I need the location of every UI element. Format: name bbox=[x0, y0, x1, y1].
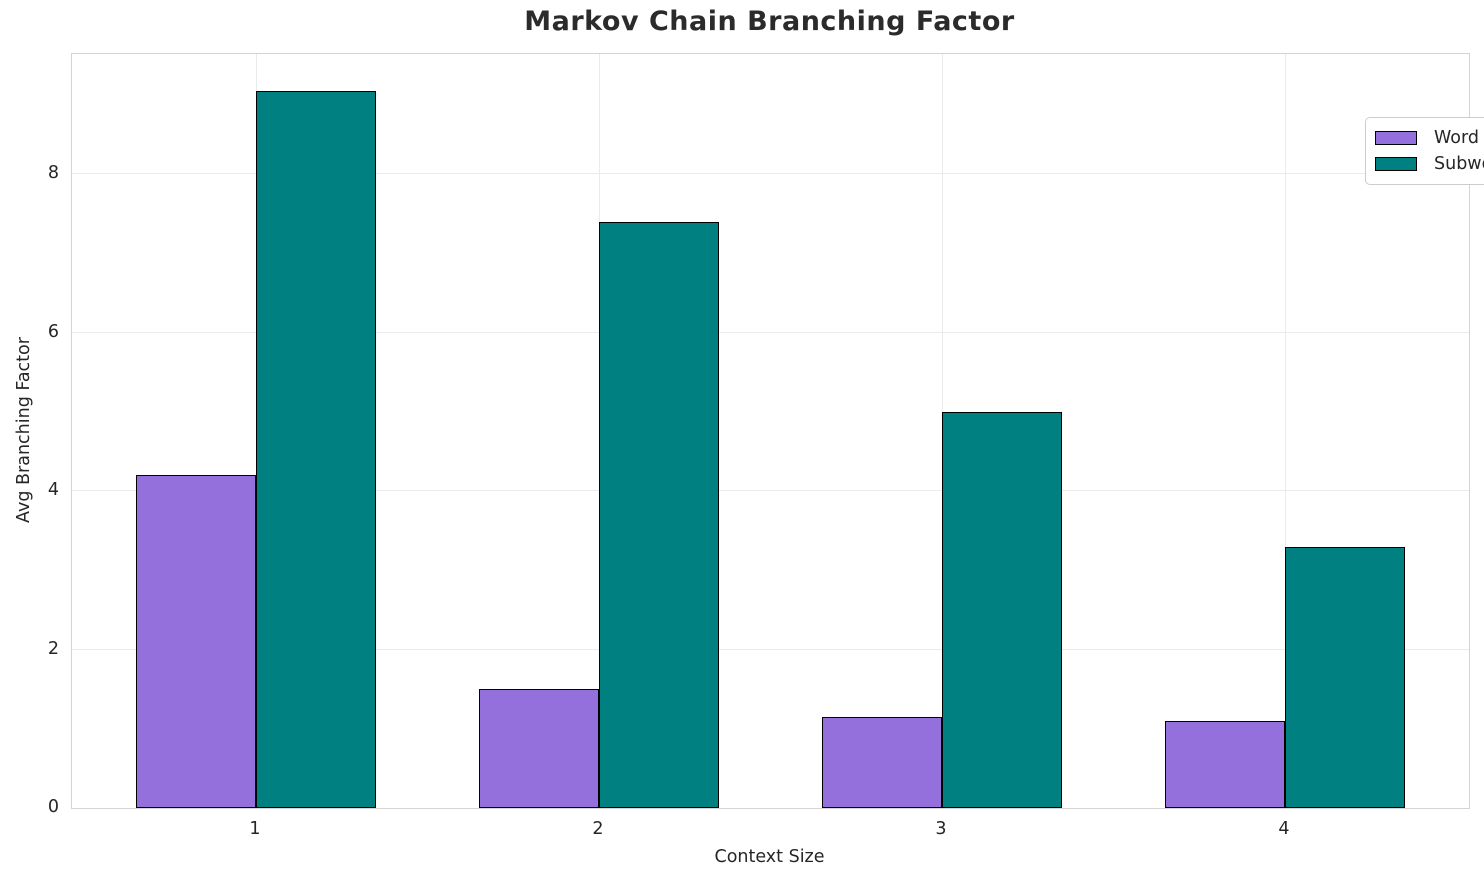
x-tick-1: 1 bbox=[249, 819, 261, 839]
legend-label-subword: Subword bbox=[1434, 153, 1484, 174]
h-gridline-2 bbox=[72, 648, 1469, 650]
x-axis-label: Context Size bbox=[714, 847, 825, 867]
bar-subword-context-2 bbox=[599, 221, 719, 808]
y-tick-8: 8 bbox=[47, 163, 59, 184]
bar-subword-context-4 bbox=[1285, 546, 1405, 808]
y-tick-6: 6 bbox=[47, 321, 59, 342]
chart-title: Markov Chain Branching Factor bbox=[524, 6, 1015, 37]
bar-subword-context-3 bbox=[942, 412, 1062, 808]
legend-row-word: Word bbox=[1375, 128, 1484, 148]
v-gridline-4 bbox=[1285, 54, 1286, 808]
bar-subword-context-1 bbox=[256, 91, 376, 808]
legend-swatch-subword bbox=[1375, 156, 1417, 171]
x-tick-4: 4 bbox=[1278, 819, 1290, 839]
x-tick-3: 3 bbox=[935, 819, 947, 839]
y-tick-0: 0 bbox=[47, 797, 59, 817]
h-gridline-6 bbox=[72, 331, 1469, 333]
plot-area: Word Subword bbox=[71, 53, 1484, 809]
legend: Word Subword bbox=[1365, 117, 1484, 185]
y-tick-2: 2 bbox=[47, 638, 59, 659]
x-tick-2: 2 bbox=[592, 819, 604, 839]
legend-label-word: Word bbox=[1434, 128, 1479, 149]
bar-word-context-2 bbox=[479, 689, 599, 808]
bar-word-context-1 bbox=[136, 475, 256, 808]
h-gridline-4 bbox=[72, 490, 1469, 492]
bar-word-context-3 bbox=[822, 716, 942, 808]
legend-row-subword: Subword bbox=[1375, 154, 1484, 174]
bar-word-context-4 bbox=[1165, 720, 1285, 808]
y-tick-4: 4 bbox=[47, 480, 59, 501]
h-gridline-8 bbox=[72, 173, 1469, 175]
legend-swatch-word bbox=[1375, 131, 1417, 146]
